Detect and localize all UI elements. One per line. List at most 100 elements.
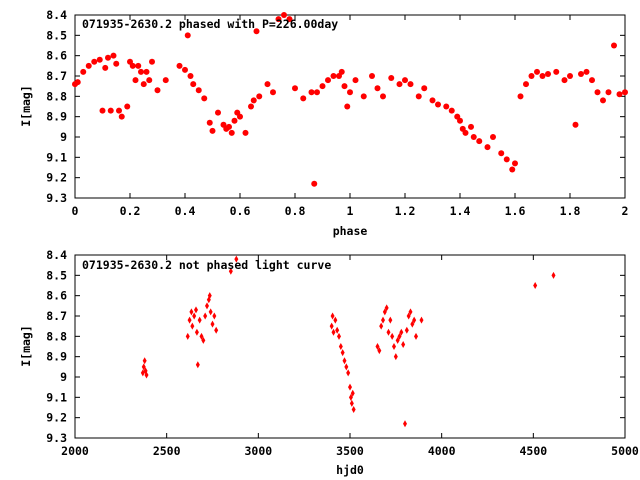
data-point (182, 66, 188, 73)
data-point (534, 68, 540, 75)
data-point (583, 68, 590, 75)
data-point (382, 308, 387, 316)
data-point (286, 16, 293, 23)
x-tick-label: 0.4 (175, 204, 196, 218)
data-point (414, 332, 418, 340)
data-point (242, 129, 249, 136)
data-point (209, 127, 216, 134)
data-point (490, 134, 496, 140)
data-point (192, 312, 197, 320)
data-point (349, 399, 354, 407)
x-tick-label: 0 (72, 204, 79, 218)
data-point (553, 68, 560, 75)
data-point (578, 70, 584, 77)
data-point (403, 420, 407, 428)
data-point (333, 316, 338, 324)
data-point (205, 302, 209, 310)
data-point (107, 107, 114, 114)
data-point (132, 77, 139, 84)
data-point (102, 64, 109, 71)
data-point (388, 316, 393, 324)
chart-title: 071935-2630.2 not phased light curve (82, 258, 331, 272)
data-point (342, 357, 347, 365)
phased-light-curve-panel: 0 0.2 0.4 0.6 0.8 1 1.2 1.4 1.6 1.8 2 8.4 8.5 8.6 8.7… (19, 8, 628, 238)
data-point (194, 306, 198, 314)
data-point (194, 328, 199, 336)
data-point (572, 121, 579, 128)
data-point (360, 93, 367, 100)
data-point (346, 369, 351, 377)
data-point (281, 12, 287, 18)
data-point (118, 113, 125, 120)
y-tick-label: 9.3 (46, 191, 67, 205)
data-point (594, 89, 601, 96)
data-point (226, 123, 232, 130)
data-point (162, 77, 169, 84)
data-point (143, 68, 150, 75)
data-point (533, 282, 538, 289)
data-point (462, 129, 469, 136)
data-point (611, 42, 617, 49)
data-point (335, 326, 340, 334)
data-point (325, 77, 331, 84)
data-point (228, 267, 233, 275)
y-tick-label: 8.8 (46, 89, 67, 103)
data-point (397, 332, 402, 340)
data-point (185, 332, 190, 340)
data-point (212, 312, 217, 320)
data-point (528, 73, 535, 79)
data-point (468, 123, 474, 130)
x-tick-label: 3000 (244, 444, 272, 458)
data-point (129, 62, 136, 69)
data-points (140, 255, 556, 428)
data-point (189, 308, 194, 316)
data-point (270, 89, 276, 96)
data-point (350, 389, 355, 397)
data-point (429, 97, 436, 104)
data-point (545, 70, 551, 77)
x-tick-label: 0.8 (285, 204, 306, 218)
data-point (412, 316, 417, 324)
data-point (149, 58, 155, 65)
data-point (214, 326, 219, 334)
data-point (337, 332, 341, 340)
y-tick-label: 9.1 (46, 390, 67, 404)
data-point (275, 16, 282, 23)
data-point (395, 336, 400, 344)
data-point (388, 75, 395, 82)
x-tick-label: 4500 (519, 444, 547, 458)
y-tick-label: 8.5 (46, 268, 67, 282)
data-point (404, 326, 409, 334)
data-point (184, 32, 191, 39)
x-tick-label: 2500 (153, 444, 181, 458)
data-point (91, 58, 98, 65)
data-point (392, 343, 396, 350)
data-point (551, 271, 556, 279)
data-point (435, 101, 441, 108)
data-point (352, 77, 359, 84)
data-point (105, 54, 111, 61)
data-point (622, 89, 628, 96)
data-point (329, 322, 334, 330)
data-point (138, 68, 144, 75)
x-axis-label: hjd0 (336, 463, 364, 477)
y-tick-label: 9 (60, 370, 67, 384)
data-point (256, 93, 263, 100)
y-tick-label: 9 (60, 130, 67, 144)
x-tick-label: 1.4 (450, 204, 471, 218)
data-point (509, 166, 516, 173)
data-point (330, 312, 335, 320)
data-point (292, 85, 298, 92)
axis-ticks (74, 254, 626, 439)
x-tick-label: 1.2 (395, 204, 416, 218)
data-point (517, 93, 524, 100)
data-point (201, 95, 208, 102)
data-point (74, 79, 81, 86)
y-tick-label: 8.6 (46, 49, 67, 63)
y-tick-label: 8.4 (46, 8, 67, 22)
data-point (616, 91, 623, 98)
data-point (210, 320, 215, 328)
data-point (408, 308, 413, 316)
data-point (399, 328, 404, 336)
data-point (308, 89, 315, 96)
